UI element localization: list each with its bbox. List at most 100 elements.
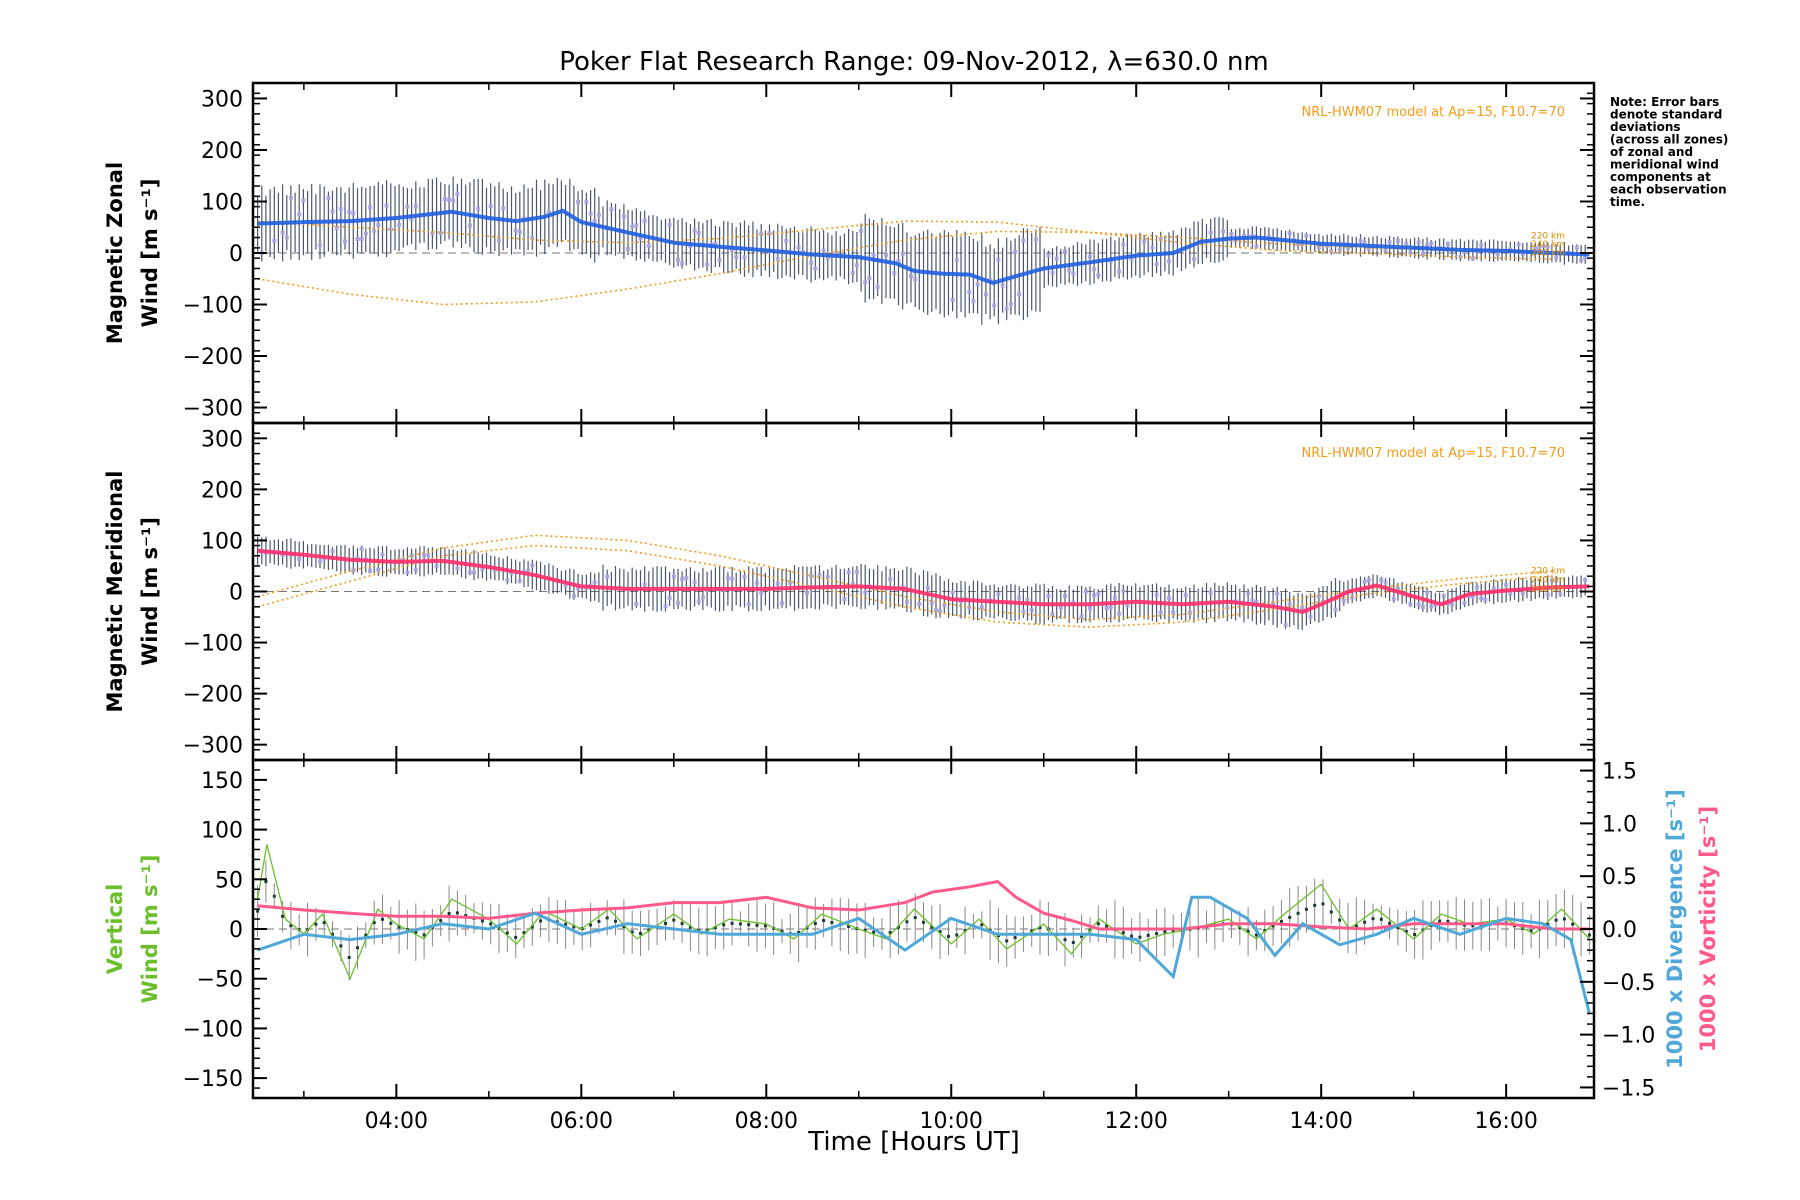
scatter-point — [717, 258, 722, 263]
scatter-point — [588, 211, 593, 216]
scatter-point — [1142, 239, 1147, 244]
scatter-point — [1520, 252, 1525, 257]
vertical-point — [1163, 930, 1167, 934]
scatter-point — [1071, 271, 1076, 276]
scatter-point — [621, 214, 626, 219]
scatter-point — [1583, 578, 1588, 583]
scatter-point — [330, 549, 335, 554]
scatter-point — [1533, 246, 1538, 251]
panel-frame — [251, 758, 1596, 1100]
altitude-label: 220 km — [1531, 232, 1565, 242]
vertical-point — [1388, 921, 1392, 925]
vertical-point — [1130, 934, 1134, 938]
scatter-point — [397, 222, 402, 227]
scatter-point — [1579, 258, 1584, 263]
scatter-point — [272, 238, 277, 243]
y-tick-label: 100 — [201, 190, 243, 215]
scatter-point — [1433, 602, 1438, 607]
scatter-point — [451, 198, 456, 203]
scatter-point — [1450, 602, 1454, 607]
note-line: components at — [1610, 170, 1711, 184]
vertical-point — [1304, 907, 1308, 911]
scatter-point — [1046, 593, 1051, 598]
scatter-point — [863, 590, 868, 595]
scatter-point — [546, 209, 551, 214]
y-axis-title-line2: Wind [m s⁻¹] — [138, 855, 162, 1004]
scatter-point — [1479, 596, 1484, 601]
scatter-point — [821, 248, 826, 253]
scatter-point — [942, 603, 947, 608]
scatter-point — [409, 553, 414, 558]
scatter-point — [1229, 232, 1234, 236]
scatter-point — [1429, 604, 1434, 609]
scatter-point — [1316, 245, 1321, 250]
model-curve — [257, 544, 1553, 629]
scatter-point — [1092, 593, 1097, 598]
y-axis-title-line1: Magnetic Meridional — [103, 471, 127, 713]
scatter-point — [1287, 602, 1292, 606]
vertical-point — [1354, 924, 1358, 928]
scatter-point — [388, 227, 393, 232]
scatter-point — [1208, 590, 1213, 595]
scatter-point — [767, 231, 772, 236]
scatter-point — [734, 255, 739, 259]
mean-line — [257, 208, 1590, 285]
scatter-point — [929, 600, 934, 605]
scatter-point — [1121, 588, 1126, 593]
vertical-point — [688, 925, 692, 929]
vertical-point — [905, 920, 909, 924]
scatter-point — [1008, 302, 1013, 307]
scatter-point — [950, 297, 955, 302]
model-label-meridional: NRL-HWM07 model at Ap=15, F10.7=70 — [1302, 446, 1566, 461]
scatter-point — [430, 231, 435, 236]
vertical-point — [755, 923, 759, 927]
scatter-point — [1362, 579, 1367, 584]
scatter-point — [1183, 593, 1188, 598]
vertical-point — [339, 944, 343, 948]
vertical-point — [747, 923, 751, 927]
scatter-point — [351, 211, 356, 216]
scatter-point — [896, 259, 901, 263]
scatter-point — [1167, 259, 1171, 264]
scatter-point — [1092, 267, 1097, 272]
scatter-point — [813, 266, 818, 271]
altitude-label: 240 km — [1531, 240, 1565, 250]
scatter-point — [1425, 243, 1430, 248]
scatter-point — [409, 216, 414, 221]
vertical-point — [1071, 941, 1075, 944]
vertical-point — [1121, 931, 1125, 935]
vertical-point — [722, 923, 726, 927]
scatter-point — [334, 226, 339, 230]
scatter-point — [775, 257, 780, 261]
scatter-point — [455, 566, 460, 571]
scatter-point — [1483, 597, 1488, 602]
y2-tick-label: −1.5 — [1602, 1076, 1655, 1101]
y-tick-label: 0 — [229, 581, 243, 606]
scatter-point — [1033, 237, 1038, 242]
vertical-point — [539, 919, 543, 923]
scatter-point — [1254, 599, 1259, 604]
scatter-point — [759, 590, 764, 595]
note-line: meridional wind — [1610, 158, 1719, 172]
scatter-point — [1300, 242, 1305, 246]
scatter-point — [859, 228, 864, 233]
vertical-point — [1146, 933, 1150, 937]
scatter-point — [1504, 582, 1509, 587]
vertical-point — [1529, 929, 1533, 933]
scatter-point — [888, 577, 893, 582]
y-tick-label: 0 — [229, 918, 243, 943]
note-line: deviations — [1610, 120, 1681, 134]
scatter-point — [297, 212, 302, 217]
vertical-point — [947, 934, 950, 938]
scatter-point — [288, 195, 293, 200]
scatter-point — [330, 209, 335, 214]
x-tick-label: 10:00 — [920, 1109, 983, 1134]
vertical-point — [364, 933, 368, 937]
scatter-point — [318, 559, 322, 564]
vertical-point — [605, 916, 609, 920]
vertical-point — [597, 919, 601, 923]
scatter-point — [422, 553, 427, 558]
scatter-point — [492, 568, 497, 573]
scatter-point — [784, 238, 789, 243]
